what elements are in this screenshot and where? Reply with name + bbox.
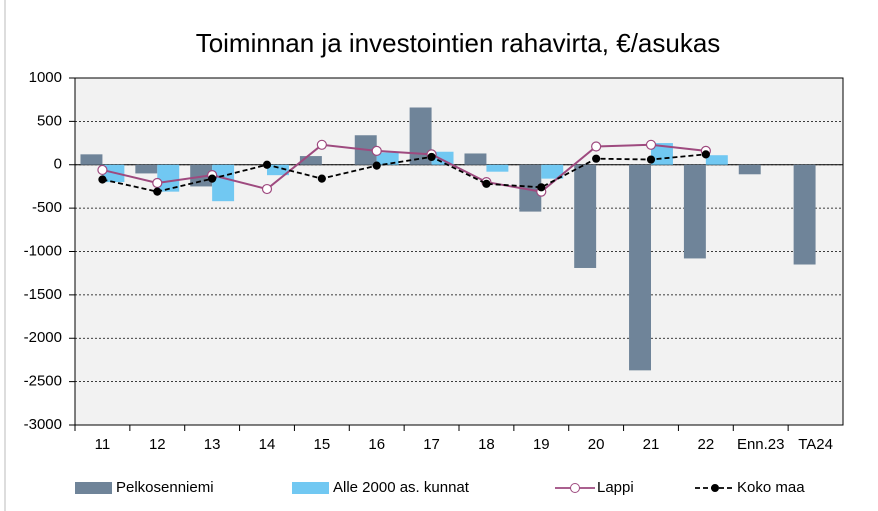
point bbox=[261, 183, 273, 195]
x-tick-label: 21 bbox=[643, 436, 660, 453]
bar bbox=[80, 154, 103, 165]
point bbox=[591, 141, 602, 152]
legend-label: Pelkosenniemi bbox=[116, 479, 214, 496]
point bbox=[592, 154, 601, 163]
legend-label: Lappi bbox=[597, 479, 634, 496]
bar bbox=[409, 107, 432, 165]
y-tick-label: 1000 bbox=[29, 69, 62, 86]
point bbox=[427, 152, 436, 162]
point bbox=[701, 150, 710, 159]
bar bbox=[683, 164, 706, 259]
x-tick-label: TA24 bbox=[798, 436, 833, 453]
legend-marker bbox=[711, 484, 719, 492]
x-tick-label: 11 bbox=[95, 436, 111, 453]
point bbox=[482, 179, 491, 188]
y-tick-label: -1500 bbox=[24, 286, 62, 303]
point bbox=[262, 160, 272, 169]
x-tick-label: 14 bbox=[259, 436, 276, 453]
bar bbox=[486, 164, 509, 172]
point bbox=[97, 164, 108, 176]
bar bbox=[629, 164, 651, 371]
x-tick-label: 22 bbox=[698, 436, 715, 453]
point bbox=[372, 161, 381, 170]
point bbox=[317, 174, 326, 183]
bar bbox=[738, 164, 761, 175]
bar bbox=[299, 156, 322, 165]
point bbox=[646, 155, 656, 164]
x-tick-label: 15 bbox=[314, 436, 331, 453]
y-tick-label: -2500 bbox=[24, 373, 62, 390]
legend-label: Alle 2000 as. kunnat bbox=[333, 479, 470, 496]
x-tick-label: 18 bbox=[478, 436, 495, 453]
bar bbox=[705, 155, 728, 165]
point bbox=[208, 174, 217, 183]
bar bbox=[376, 152, 399, 165]
bar bbox=[651, 143, 673, 165]
legend-swatch bbox=[292, 482, 329, 494]
bar bbox=[431, 151, 454, 165]
y-tick-label: 500 bbox=[37, 112, 62, 129]
y-tick-label: 0 bbox=[54, 156, 62, 173]
x-tick-label: Enn.23 bbox=[737, 436, 785, 453]
x-tick-label: 19 bbox=[533, 436, 550, 453]
chart-title: Toiminnan ja investointien rahavirta, €/… bbox=[196, 28, 721, 58]
bar bbox=[519, 164, 542, 212]
bar bbox=[190, 164, 213, 187]
x-tick-label: 13 bbox=[204, 436, 221, 453]
y-tick-label: -1000 bbox=[24, 242, 62, 259]
point bbox=[645, 139, 657, 150]
y-tick-label: -3000 bbox=[24, 416, 62, 433]
y-tick-label: -2000 bbox=[24, 329, 62, 346]
bar bbox=[541, 164, 564, 179]
x-tick-label: 16 bbox=[368, 436, 385, 453]
point bbox=[152, 177, 163, 189]
x-tick-label: 12 bbox=[149, 436, 166, 453]
legend-marker bbox=[570, 483, 580, 493]
point bbox=[537, 183, 546, 192]
bar bbox=[157, 164, 180, 192]
point bbox=[316, 139, 327, 150]
line bbox=[102, 143, 706, 193]
legend-label: Koko maa bbox=[737, 479, 805, 496]
x-tick-label: 20 bbox=[588, 436, 605, 453]
bar bbox=[574, 164, 597, 268]
bar bbox=[135, 164, 158, 174]
line bbox=[102, 153, 706, 193]
point bbox=[98, 175, 107, 184]
bar bbox=[212, 164, 235, 202]
y-tick-label: -500 bbox=[32, 199, 62, 216]
bar bbox=[793, 164, 816, 265]
x-tick-label: 17 bbox=[423, 436, 440, 453]
bar bbox=[464, 153, 487, 165]
point bbox=[371, 145, 382, 156]
legend-swatch bbox=[75, 482, 112, 494]
point bbox=[153, 187, 162, 196]
bar bbox=[267, 164, 289, 176]
